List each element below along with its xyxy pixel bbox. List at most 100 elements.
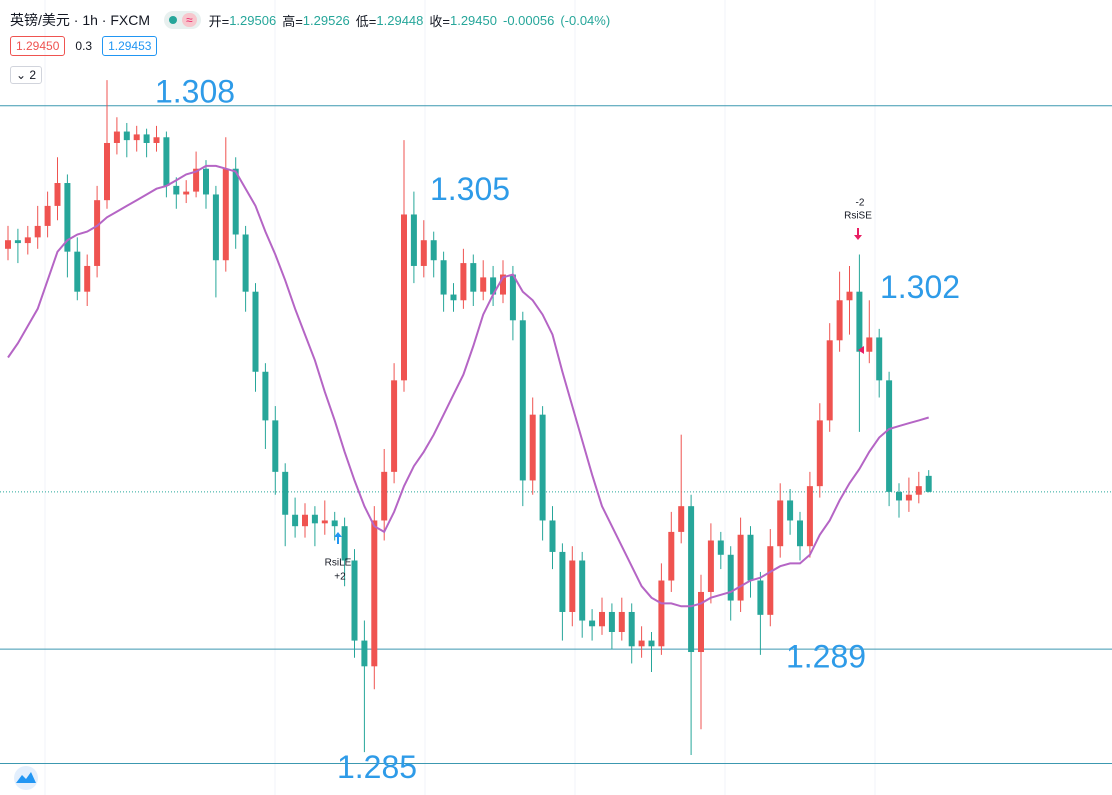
candle-body bbox=[113, 131, 120, 143]
candle-body bbox=[767, 546, 774, 615]
candle-body bbox=[341, 526, 348, 561]
candle-body bbox=[480, 277, 487, 292]
signal-arrow-head bbox=[854, 235, 862, 240]
price-annotation: 1.302 bbox=[880, 269, 960, 305]
logo[interactable] bbox=[9, 765, 43, 791]
header-row: 英镑/美元 · 1h · FXCM ≈ 开= 1.29506 高= 1.2952… bbox=[10, 10, 616, 30]
candle-body bbox=[915, 486, 922, 495]
candle-body bbox=[153, 137, 160, 143]
candle-body bbox=[707, 540, 714, 592]
candle-body bbox=[638, 640, 645, 647]
candle-body bbox=[757, 580, 764, 615]
price-annotation: 1.305 bbox=[430, 171, 510, 207]
candle-body bbox=[698, 591, 704, 653]
candle-body bbox=[846, 291, 853, 301]
candle-body bbox=[678, 506, 685, 532]
candle-body bbox=[292, 514, 299, 527]
candle-body bbox=[321, 520, 328, 524]
candle-body bbox=[5, 240, 11, 249]
candle-body bbox=[608, 611, 615, 632]
candle-body bbox=[727, 554, 734, 601]
candle-body bbox=[430, 240, 437, 261]
candle-body bbox=[539, 414, 546, 521]
candle-body bbox=[282, 471, 289, 515]
candle-body bbox=[222, 168, 229, 261]
replay-icon: ≈ bbox=[182, 13, 197, 27]
quote-row: 1.29450 0.3 1.29453 bbox=[10, 36, 158, 56]
candle-body bbox=[173, 185, 180, 195]
candle-body bbox=[203, 168, 209, 195]
candle-body bbox=[500, 274, 506, 295]
signal-label: RsiLE bbox=[325, 558, 352, 569]
indicator-toggle[interactable]: ⌄ 2 bbox=[10, 66, 43, 84]
open-value: 1.29506 bbox=[229, 12, 277, 28]
candle-body bbox=[351, 560, 358, 641]
candle-body bbox=[688, 506, 695, 653]
candle-body bbox=[183, 191, 190, 195]
candle-body bbox=[163, 137, 170, 186]
candle-body bbox=[311, 514, 318, 524]
candle-body bbox=[104, 142, 110, 201]
candle-body bbox=[787, 500, 794, 521]
candle-body bbox=[74, 251, 81, 292]
candle-body bbox=[361, 640, 368, 667]
candle-body bbox=[212, 194, 219, 261]
candle-body bbox=[272, 420, 279, 472]
moving-average bbox=[7, 164, 929, 608]
candle-body bbox=[470, 263, 477, 292]
signal-arrow-head bbox=[334, 532, 342, 537]
candle-body bbox=[579, 560, 586, 621]
bid-button[interactable]: 1.29450 bbox=[10, 36, 66, 56]
candle-body bbox=[34, 225, 41, 238]
status-dot bbox=[169, 16, 178, 24]
candle-body bbox=[648, 640, 655, 647]
candle-body bbox=[44, 205, 51, 226]
symbol-title: 英镑/美元 · 1h · FXCM bbox=[10, 12, 151, 28]
candle-body bbox=[737, 534, 744, 601]
candle-body bbox=[599, 611, 605, 627]
close-label: 收= bbox=[429, 13, 450, 29]
candle-body bbox=[549, 520, 556, 552]
low-label: 低= bbox=[355, 13, 377, 29]
candle-body bbox=[331, 520, 338, 527]
candle-body bbox=[133, 134, 140, 141]
candle-body bbox=[519, 320, 526, 481]
candle-body bbox=[262, 371, 269, 421]
candle-body bbox=[658, 580, 665, 647]
low-value: 1.29448 bbox=[376, 12, 424, 28]
indicator-count: 2 bbox=[29, 68, 37, 82]
candle-body bbox=[302, 514, 308, 527]
candle-body bbox=[401, 214, 407, 381]
price-annotation: 1.285 bbox=[337, 749, 417, 785]
candle-body bbox=[589, 620, 596, 627]
indicator-toggle-row: ⌄ 2 bbox=[10, 66, 43, 84]
candle-body bbox=[84, 265, 91, 292]
candle-body bbox=[876, 337, 883, 381]
candle-body bbox=[420, 240, 427, 266]
high-label: 高= bbox=[282, 13, 303, 29]
candle-body bbox=[886, 380, 893, 492]
change-percent: (-0.04%) bbox=[560, 12, 611, 28]
candle-body bbox=[14, 240, 21, 244]
candle-body bbox=[668, 531, 675, 581]
candle-body bbox=[856, 291, 863, 352]
candle-body bbox=[371, 520, 378, 667]
candle-body bbox=[450, 294, 457, 301]
signal-label: RsiSE bbox=[844, 211, 872, 222]
candle-body bbox=[747, 534, 754, 581]
candle-body bbox=[866, 337, 873, 352]
candle-body bbox=[618, 611, 625, 632]
ask-button[interactable]: 1.29453 bbox=[102, 36, 158, 56]
candle-body bbox=[143, 134, 150, 143]
signal-qty: -2 bbox=[856, 198, 865, 209]
candle-body bbox=[123, 131, 130, 141]
price-annotation: 1.308 bbox=[155, 73, 235, 109]
candle-body bbox=[529, 414, 536, 481]
close-value: 1.29450 bbox=[449, 12, 497, 28]
candle-body bbox=[797, 520, 803, 547]
candle-body bbox=[410, 214, 417, 266]
candle-body bbox=[391, 380, 398, 472]
signal-exit-marker bbox=[858, 346, 864, 354]
candle-body bbox=[232, 168, 239, 235]
